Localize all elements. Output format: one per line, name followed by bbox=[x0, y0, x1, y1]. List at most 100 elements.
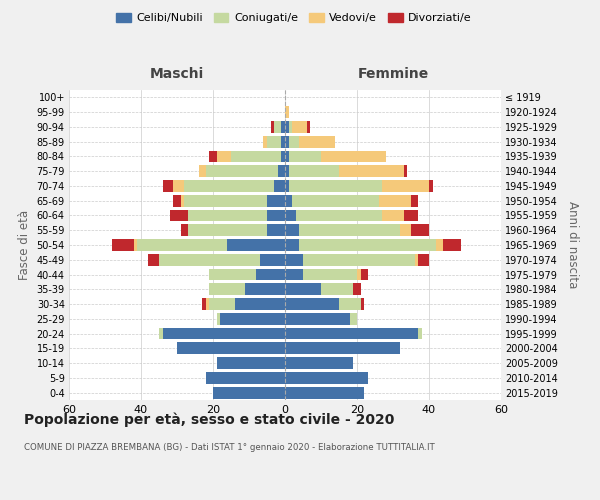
Bar bbox=[303, 268, 357, 280]
Bar bbox=[206, 298, 209, 310]
Bar bbox=[285, 313, 350, 324]
Bar bbox=[199, 166, 206, 177]
Bar bbox=[267, 136, 281, 147]
Text: Maschi: Maschi bbox=[150, 67, 204, 81]
Bar bbox=[281, 150, 285, 162]
Bar bbox=[173, 195, 181, 206]
Bar bbox=[267, 224, 285, 236]
Bar bbox=[415, 254, 418, 266]
Bar bbox=[285, 180, 289, 192]
Bar bbox=[400, 224, 411, 236]
Text: COMUNE DI PIAZZA BREMBANA (BG) - Dati ISTAT 1° gennaio 2020 - Elaborazione TUTTI: COMUNE DI PIAZZA BREMBANA (BG) - Dati IS… bbox=[24, 442, 435, 452]
Bar bbox=[209, 284, 245, 295]
Bar bbox=[231, 150, 281, 162]
Bar bbox=[181, 195, 184, 206]
Bar bbox=[321, 284, 353, 295]
Bar bbox=[411, 195, 418, 206]
Bar bbox=[285, 195, 292, 206]
Bar bbox=[278, 166, 285, 177]
Bar bbox=[285, 150, 289, 162]
Bar bbox=[285, 239, 299, 251]
Bar bbox=[263, 136, 267, 147]
Bar bbox=[137, 239, 227, 251]
Bar bbox=[285, 136, 289, 147]
Bar bbox=[235, 298, 285, 310]
Bar bbox=[289, 136, 299, 147]
Bar bbox=[285, 121, 289, 133]
Bar bbox=[170, 210, 188, 222]
Bar bbox=[163, 328, 285, 340]
Bar bbox=[159, 328, 163, 340]
Bar bbox=[382, 180, 429, 192]
Text: Femmine: Femmine bbox=[358, 67, 428, 81]
Bar bbox=[274, 121, 281, 133]
Bar bbox=[281, 121, 285, 133]
Bar bbox=[206, 166, 278, 177]
Legend: Celibi/Nubili, Coniugati/e, Vedovi/e, Divorziati/e: Celibi/Nubili, Coniugati/e, Vedovi/e, Di… bbox=[112, 8, 476, 28]
Bar bbox=[289, 121, 292, 133]
Bar bbox=[159, 254, 260, 266]
Bar bbox=[227, 239, 285, 251]
Bar bbox=[299, 136, 335, 147]
Bar bbox=[382, 210, 404, 222]
Bar bbox=[184, 195, 267, 206]
Bar bbox=[217, 150, 231, 162]
Bar bbox=[289, 180, 382, 192]
Bar bbox=[361, 298, 364, 310]
Bar bbox=[285, 357, 353, 369]
Text: Popolazione per età, sesso e stato civile - 2020: Popolazione per età, sesso e stato civil… bbox=[24, 412, 394, 427]
Bar bbox=[256, 268, 285, 280]
Bar bbox=[209, 268, 256, 280]
Bar bbox=[429, 180, 433, 192]
Bar bbox=[134, 239, 137, 251]
Y-axis label: Fasce di età: Fasce di età bbox=[18, 210, 31, 280]
Y-axis label: Anni di nascita: Anni di nascita bbox=[566, 202, 579, 288]
Bar bbox=[436, 239, 443, 251]
Bar bbox=[357, 268, 361, 280]
Bar bbox=[339, 298, 361, 310]
Bar bbox=[350, 313, 357, 324]
Bar bbox=[285, 342, 400, 354]
Bar bbox=[285, 298, 339, 310]
Bar bbox=[299, 224, 400, 236]
Bar bbox=[296, 210, 382, 222]
Bar bbox=[321, 150, 386, 162]
Bar bbox=[260, 254, 285, 266]
Bar bbox=[285, 224, 299, 236]
Bar bbox=[188, 224, 267, 236]
Bar bbox=[353, 284, 361, 295]
Bar bbox=[267, 210, 285, 222]
Bar bbox=[173, 180, 184, 192]
Bar bbox=[217, 313, 220, 324]
Bar bbox=[188, 210, 267, 222]
Bar bbox=[274, 180, 285, 192]
Bar bbox=[443, 239, 461, 251]
Bar bbox=[213, 386, 285, 398]
Bar bbox=[163, 180, 173, 192]
Bar bbox=[285, 268, 303, 280]
Bar bbox=[181, 224, 188, 236]
Bar bbox=[285, 106, 289, 118]
Bar bbox=[285, 386, 364, 398]
Bar bbox=[220, 313, 285, 324]
Bar bbox=[299, 239, 436, 251]
Bar bbox=[184, 180, 274, 192]
Bar bbox=[404, 166, 407, 177]
Bar bbox=[209, 298, 235, 310]
Bar bbox=[411, 224, 429, 236]
Bar bbox=[177, 342, 285, 354]
Bar bbox=[292, 195, 379, 206]
Bar bbox=[285, 210, 296, 222]
Bar bbox=[361, 268, 368, 280]
Bar bbox=[209, 150, 217, 162]
Bar bbox=[339, 166, 404, 177]
Bar bbox=[202, 298, 206, 310]
Bar bbox=[206, 372, 285, 384]
Bar bbox=[285, 166, 289, 177]
Bar bbox=[245, 284, 285, 295]
Bar bbox=[292, 121, 307, 133]
Bar bbox=[285, 254, 303, 266]
Bar bbox=[148, 254, 159, 266]
Bar bbox=[217, 357, 285, 369]
Bar bbox=[267, 195, 285, 206]
